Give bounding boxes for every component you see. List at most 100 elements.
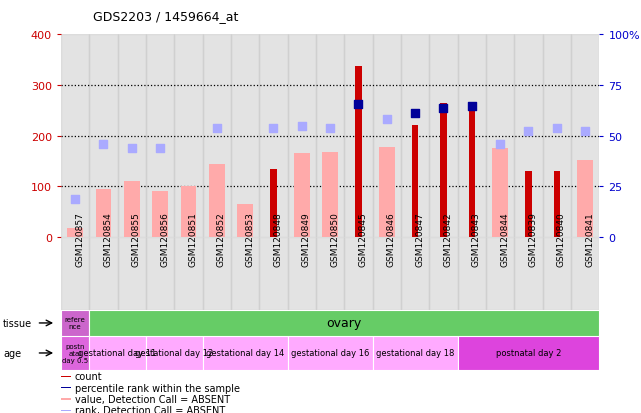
Bar bbox=[316, 35, 344, 237]
Bar bbox=[67, 228, 83, 237]
Bar bbox=[412, 126, 418, 237]
Point bbox=[353, 101, 363, 108]
Bar bbox=[429, 35, 458, 237]
Text: GSM120840: GSM120840 bbox=[557, 211, 566, 266]
Bar bbox=[288, 35, 316, 237]
Bar bbox=[61, 310, 89, 337]
Point bbox=[410, 110, 420, 117]
Bar bbox=[259, 237, 288, 310]
Bar bbox=[146, 35, 174, 237]
Bar bbox=[469, 103, 475, 237]
Bar bbox=[458, 237, 486, 310]
Bar bbox=[89, 337, 146, 370]
Bar bbox=[61, 410, 71, 411]
Bar bbox=[61, 337, 89, 370]
Bar bbox=[316, 237, 344, 310]
Text: GDS2203 / 1459664_at: GDS2203 / 1459664_at bbox=[93, 10, 238, 23]
Bar bbox=[61, 237, 89, 310]
Bar bbox=[209, 164, 224, 237]
Text: gestational day 14: gestational day 14 bbox=[206, 349, 284, 358]
Bar bbox=[174, 35, 203, 237]
Text: gestational day 11: gestational day 11 bbox=[78, 349, 156, 358]
Bar bbox=[543, 237, 571, 310]
Bar bbox=[458, 35, 486, 237]
Bar bbox=[344, 237, 372, 310]
Point bbox=[212, 126, 222, 132]
Text: GSM120846: GSM120846 bbox=[387, 211, 395, 266]
Bar bbox=[458, 337, 599, 370]
Text: refere
nce: refere nce bbox=[65, 317, 85, 330]
Point bbox=[495, 142, 505, 148]
Point bbox=[297, 124, 307, 131]
Text: gestational day 12: gestational day 12 bbox=[135, 349, 213, 358]
Bar bbox=[401, 35, 429, 237]
Text: postn
atal
day 0.5: postn atal day 0.5 bbox=[62, 343, 88, 363]
Bar bbox=[203, 35, 231, 237]
Text: GSM120839: GSM120839 bbox=[528, 211, 538, 266]
Bar bbox=[117, 237, 146, 310]
Bar bbox=[486, 237, 514, 310]
Text: GSM120847: GSM120847 bbox=[415, 211, 424, 266]
Text: GSM120857: GSM120857 bbox=[75, 211, 84, 266]
Bar bbox=[344, 35, 372, 237]
Bar bbox=[372, 35, 401, 237]
Point bbox=[155, 146, 165, 152]
Bar bbox=[96, 190, 111, 237]
Bar bbox=[578, 161, 593, 237]
Bar bbox=[401, 237, 429, 310]
Bar bbox=[174, 237, 203, 310]
Text: GSM120850: GSM120850 bbox=[330, 211, 339, 266]
Bar bbox=[61, 376, 71, 377]
Bar bbox=[440, 103, 447, 237]
Point bbox=[580, 128, 590, 135]
Text: GSM120842: GSM120842 bbox=[444, 212, 453, 266]
Text: GSM120845: GSM120845 bbox=[358, 211, 367, 266]
Point bbox=[127, 146, 137, 152]
Point bbox=[325, 126, 335, 132]
Bar bbox=[124, 182, 140, 237]
Text: GSM120849: GSM120849 bbox=[302, 211, 311, 266]
Bar bbox=[514, 35, 543, 237]
Bar bbox=[514, 237, 543, 310]
Bar bbox=[379, 147, 395, 237]
Point bbox=[70, 196, 80, 203]
Bar bbox=[372, 237, 401, 310]
Bar bbox=[231, 237, 259, 310]
Text: count: count bbox=[75, 371, 103, 382]
Bar bbox=[153, 192, 168, 237]
Bar bbox=[89, 237, 117, 310]
Point bbox=[552, 126, 562, 132]
Bar bbox=[322, 152, 338, 237]
Bar bbox=[526, 172, 531, 237]
Bar bbox=[543, 35, 571, 237]
Bar bbox=[429, 237, 458, 310]
Point bbox=[467, 104, 477, 110]
Text: GSM120853: GSM120853 bbox=[245, 211, 254, 266]
Bar bbox=[288, 337, 372, 370]
Text: age: age bbox=[3, 348, 21, 358]
Bar bbox=[61, 35, 89, 237]
Point bbox=[381, 116, 392, 123]
Text: postnatal day 2: postnatal day 2 bbox=[495, 349, 561, 358]
Point bbox=[438, 105, 449, 112]
Bar bbox=[486, 35, 514, 237]
Bar bbox=[117, 35, 146, 237]
Bar bbox=[89, 35, 117, 237]
Bar bbox=[61, 387, 71, 388]
Text: GSM120844: GSM120844 bbox=[500, 212, 509, 266]
Text: GSM120848: GSM120848 bbox=[274, 211, 283, 266]
Bar bbox=[492, 149, 508, 237]
Text: GSM120856: GSM120856 bbox=[160, 211, 169, 266]
Bar bbox=[231, 35, 259, 237]
Text: GSM120855: GSM120855 bbox=[132, 211, 141, 266]
Bar bbox=[203, 237, 231, 310]
Bar bbox=[571, 237, 599, 310]
Text: GSM120854: GSM120854 bbox=[103, 211, 112, 266]
Text: tissue: tissue bbox=[3, 318, 32, 328]
Bar bbox=[146, 237, 174, 310]
Bar bbox=[554, 172, 560, 237]
Text: GSM120851: GSM120851 bbox=[188, 211, 197, 266]
Bar bbox=[146, 337, 203, 370]
Bar bbox=[181, 187, 196, 237]
Bar bbox=[259, 35, 288, 237]
